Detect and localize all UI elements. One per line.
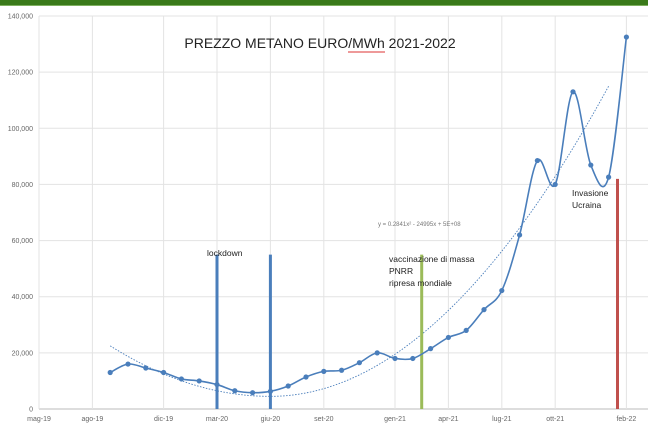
x-tick-label: dic-19 xyxy=(154,416,173,423)
y-tick-label: 60,000 xyxy=(12,238,34,245)
data-point xyxy=(410,355,416,362)
ukraine-label: Ucraina xyxy=(572,200,602,210)
trendline xyxy=(109,85,609,397)
data-point xyxy=(232,388,238,394)
pnrr-label: PNRR xyxy=(389,266,413,276)
chart-title: PREZZO METANO EURO/MWh 2021-2022 xyxy=(184,35,455,51)
data-point xyxy=(214,381,220,388)
top-bar xyxy=(0,0,648,6)
y-tick-label: 40,000 xyxy=(12,294,34,301)
data-point xyxy=(321,368,327,374)
data-point xyxy=(356,360,362,366)
y-tick-label: 80,000 xyxy=(12,182,34,189)
invasion-label: Invasione xyxy=(572,188,609,198)
price-line xyxy=(109,36,628,394)
data-point xyxy=(161,369,167,376)
x-tick-label: lug-21 xyxy=(492,416,512,423)
data-point xyxy=(606,174,612,180)
x-tick-label: mar-20 xyxy=(206,416,228,423)
data-point xyxy=(196,378,202,384)
data-point xyxy=(178,376,184,382)
data-point xyxy=(392,355,398,362)
y-tick-label: 140,000 xyxy=(8,14,33,21)
y-tick-label: 120,000 xyxy=(8,70,33,77)
data-point xyxy=(517,232,523,238)
data-point xyxy=(267,388,273,394)
data-point xyxy=(463,327,469,333)
x-tick-label: feb-22 xyxy=(616,416,636,423)
data-point xyxy=(428,346,434,352)
data-point xyxy=(570,89,576,95)
data-point xyxy=(107,369,113,376)
data-point xyxy=(481,307,487,313)
y-tick-label: 100,000 xyxy=(8,126,33,133)
x-tick-label: ott-21 xyxy=(546,416,564,423)
data-point xyxy=(623,34,630,40)
data-point xyxy=(374,350,380,356)
data-point xyxy=(250,390,256,396)
data-point xyxy=(303,374,309,380)
x-tick-label: giu-20 xyxy=(261,416,281,423)
data-point xyxy=(285,383,291,389)
data-point xyxy=(534,157,541,164)
x-tick-label: gen-21 xyxy=(384,416,406,423)
x-tick-label: apr-21 xyxy=(438,416,458,423)
trendline-equation: y = 0.2841x² - 24995x + 5E+08 xyxy=(378,222,461,228)
recovery-label: ripresa mondiale xyxy=(389,278,452,288)
data-point xyxy=(552,181,558,188)
y-tick-label: 0 xyxy=(29,407,33,414)
lockdown-label: lockdown xyxy=(207,248,243,258)
data-point xyxy=(499,287,505,294)
y-tick-label: 20,000 xyxy=(12,350,34,357)
data-point xyxy=(125,361,131,367)
data-point xyxy=(339,367,345,373)
vaccination-label: vaccinazione di massa xyxy=(389,254,475,264)
x-tick-label: mag-19 xyxy=(27,416,51,423)
data-point xyxy=(445,334,451,341)
x-tick-label: set-20 xyxy=(314,416,334,423)
data-point xyxy=(588,162,594,168)
data-point xyxy=(143,365,149,371)
x-tick-label: ago-19 xyxy=(82,416,104,423)
